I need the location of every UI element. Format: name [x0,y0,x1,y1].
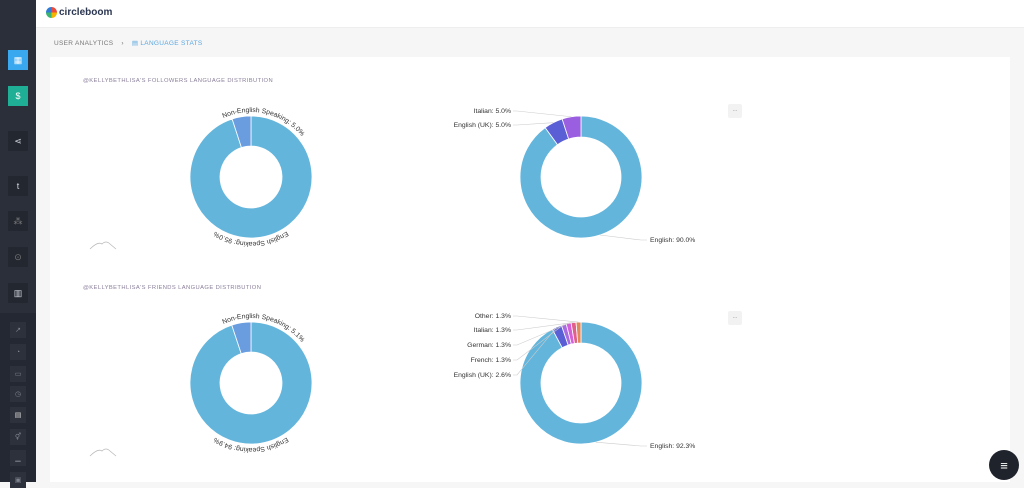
language-label: Italian: 5.0% [474,108,511,115]
language-label: English (UK): 2.6% [454,372,511,379]
label-line [513,322,569,346]
analytics-icon[interactable]: ▥ [8,283,28,303]
clock-icon[interactable]: ◷ [10,386,26,402]
breadcrumb: USER ANALYTICS › ▤ LANGUAGE STATS [54,39,203,48]
label-line [599,234,647,241]
donut-slice [231,321,252,355]
english-label: English: 90.0% [650,237,695,244]
chart-menu-button[interactable]: ... [728,311,742,325]
donut-slice [231,115,252,149]
line-chart-icon[interactable]: ↗ [10,322,26,338]
language-label: French: 1.3% [471,357,511,364]
donut-slice [561,115,582,140]
label-line [513,324,564,361]
menu-fab-button[interactable]: ≡ [989,450,1019,480]
twitter-icon[interactable]: t [8,176,28,196]
language-icon[interactable]: ▤ [10,407,26,423]
breadcrumb-current: ▤ LANGUAGE STATS [131,40,203,47]
english-label: English: 92.3% [650,443,695,450]
gender-icon[interactable]: ⚥ [10,429,26,445]
loading-placeholder-icon [89,448,117,457]
label-line [513,315,579,323]
label-line [595,441,647,447]
share-icon[interactable]: ⋖ [8,131,28,151]
logo-icon [46,7,57,18]
area-icon[interactable]: ▭ [10,366,26,382]
language-label: English (UK): 5.0% [454,122,511,129]
followers-section-title: @KELLYBETHLISA'S FOLLOWERS LANGUAGE DIST… [83,78,274,84]
dashboard-icon[interactable]: ▦ [8,50,28,70]
chart-menu-button[interactable]: ... [728,104,742,118]
chevron-right-icon: › [121,39,124,47]
sidebar: ▦ $ ⋖ t ⁂ ⊙ ▥ ↗ ◔ ▭ ◷ ▤ ⚥ ▁ ▣ [0,0,36,488]
bar-chart-icon[interactable]: ▁ [10,450,26,466]
friends-section-title: @KELLYBETHLISA'S FRIENDS LANGUAGE DISTRI… [83,285,262,291]
dollar-icon[interactable]: $ [8,86,28,106]
language-label: Italian: 1.3% [474,327,511,334]
donut-slice [189,321,313,445]
circle-icon[interactable]: ⊙ [8,247,28,267]
pie-icon[interactable]: ◔ [10,344,26,360]
label-line [513,122,554,126]
label-line [513,110,572,118]
brand-name: circleboom [59,7,113,18]
label-line [513,326,558,376]
donut-slice [519,115,643,239]
loading-placeholder-icon [89,241,117,250]
header: circleboom [36,0,1024,28]
donut-slice [519,321,643,445]
label-line [513,322,574,331]
logo[interactable]: circleboom [46,7,112,18]
language-label: Other: 1.3% [475,313,511,320]
breadcrumb-parent[interactable]: USER ANALYTICS [54,39,114,47]
network-icon[interactable]: ⁂ [8,211,28,231]
donut-slice [189,115,313,239]
language-label: German: 1.3% [467,342,511,349]
